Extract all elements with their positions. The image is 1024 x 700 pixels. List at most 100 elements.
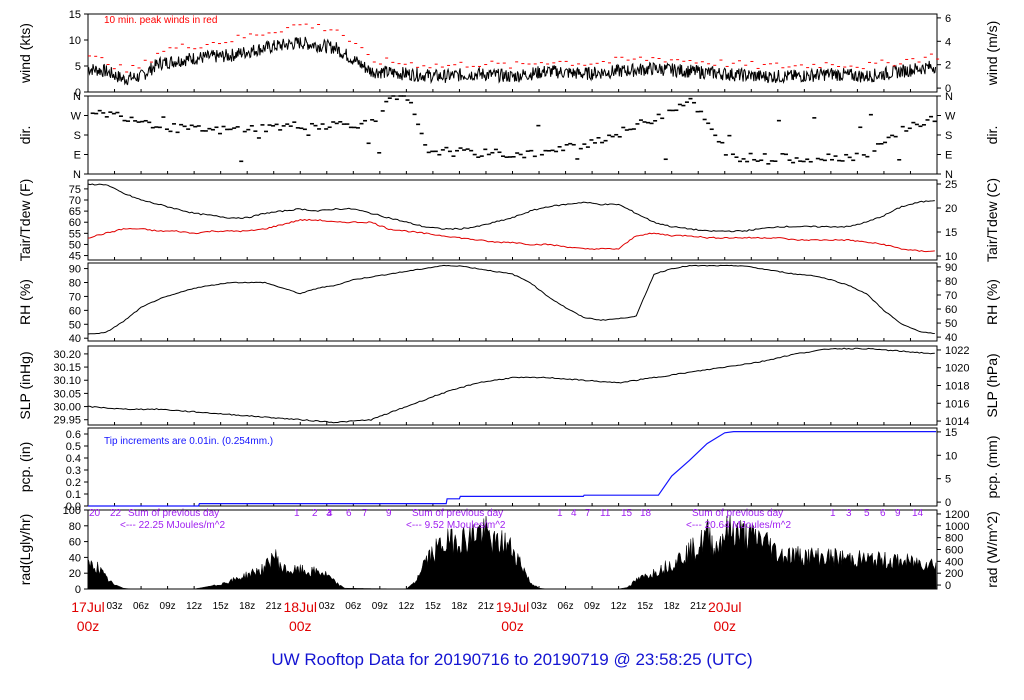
time-axis-hour-label: 03z (319, 601, 335, 612)
day-label-time: 00z (289, 618, 312, 634)
day-label: 20Jul (708, 599, 741, 615)
rh-series-0 (87, 264, 935, 335)
rad-left-tick-label: 40 (69, 552, 81, 564)
rad-left-tick-label: 20 (69, 568, 81, 580)
wind-left-tick-label: 5 (75, 61, 81, 73)
rh-left-axis-label: RH (%) (17, 279, 33, 325)
rh-right-tick-label: 50 (945, 318, 957, 330)
rad-right-axis-label: rad (W/m^2) (984, 511, 1000, 588)
temp-left-tick-label: 65 (69, 206, 81, 218)
wind-left-tick-label: 10 (69, 35, 81, 47)
temp-left-tick-label: 50 (69, 239, 81, 251)
time-axis-hour-label: 12z (611, 601, 627, 612)
wind-right-tick-label: 2 (945, 60, 951, 72)
time-axis-hour-label: 03z (106, 601, 122, 612)
rad-hour-mark: 11 (600, 508, 611, 519)
radiation-area (87, 515, 937, 590)
slp-left-axis-label: SLP (inHg) (17, 351, 33, 419)
temp-right-tick-label: 25 (945, 179, 957, 191)
dir-left-tick-label: N (73, 91, 81, 103)
rad-hour-mark: 6 (346, 508, 352, 519)
rad-right-tick-label: 600 (945, 545, 963, 557)
pcp-left-tick-label: 0.2 (66, 477, 81, 489)
rad-hour-mark: 3 (846, 508, 852, 519)
rad-left-tick-label: 80 (69, 521, 81, 533)
slp-left-tick-label: 30.15 (53, 362, 81, 374)
rad-right-tick-label: 200 (945, 568, 963, 580)
rad-right-tick-label: 800 (945, 533, 963, 545)
rad-hour-mark: 7 (362, 508, 368, 519)
rad-left-tick-label: 100 (63, 505, 81, 517)
day-label-time: 00z (713, 618, 736, 634)
rad-annotation: <--- 9.52 MJoules/m^2 (406, 520, 506, 531)
pcp-left-tick-label: 0.5 (66, 441, 81, 453)
wind-right-axis-label: wind (m/s) (984, 21, 1000, 87)
dir-left-tick-label: E (74, 150, 81, 162)
rad-hour-mark: 15 (621, 508, 633, 519)
footer-title: UW Rooftop Data for 20190716 to 20190719… (271, 650, 753, 669)
pcp-left-tick-label: 0.0 (66, 501, 81, 513)
dir-left-tick-label: W (71, 111, 82, 123)
time-axis-hour-label: 18z (239, 601, 255, 612)
temp-panel-frame (87, 179, 938, 261)
wind-series-0 (87, 36, 937, 86)
wind-right-tick-label: 4 (945, 36, 951, 48)
rad-hour-mark: 7 (585, 508, 591, 519)
pcp-right-tick-label: 5 (945, 474, 951, 486)
slp-left-tick-label: 30.00 (53, 402, 81, 414)
rh-right-axis-label: RH (%) (984, 279, 1000, 325)
dir-right-axis-label: dir. (984, 126, 1000, 145)
day-label-time: 00z (77, 618, 100, 634)
pcp-right-tick-label: 15 (945, 427, 957, 439)
time-axis-hour-label: 15z (425, 601, 441, 612)
time-axis-hour-label: 09z (372, 601, 388, 612)
rad-hour-mark: 2 (312, 508, 318, 519)
temp-left-tick-label: 45 (69, 251, 81, 263)
temp-series-Tair (87, 183, 935, 233)
dir-left-tick-label: N (73, 169, 81, 181)
rad-right-tick-label: 1000 (945, 521, 969, 533)
slp-right-tick-label: 1016 (945, 398, 969, 410)
temp-left-tick-label: 55 (69, 228, 81, 240)
time-axis-hour-label: 21z (478, 601, 494, 612)
temp-left-axis-label: Tair/Tdew (F) (17, 179, 33, 261)
wind-left-tick-label: 0 (75, 87, 81, 99)
slp-right-axis-label: SLP (hPa) (984, 353, 1000, 417)
wind-left-tick-label: 15 (69, 9, 81, 21)
wind-right-tick-label: 6 (945, 13, 951, 25)
pcp-left-tick-label: 0.1 (66, 489, 81, 501)
wind-right-tick-label: 0 (945, 83, 951, 95)
rad-hour-mark: 6 (880, 508, 886, 519)
pcp-left-tick-label: 0.6 (66, 429, 81, 441)
rh-right-tick-label: 40 (945, 332, 957, 344)
rad-right-tick-label: 1200 (945, 509, 969, 521)
time-axis-hour-label: 15z (213, 601, 229, 612)
rad-annotation: Sum of previous day (412, 508, 503, 519)
rh-right-tick-label: 90 (945, 262, 957, 274)
rad-hour-mark: 1 (557, 508, 563, 519)
rad-hour-mark: 4 (571, 508, 577, 519)
rad-annotation: Sum of previous day (128, 508, 219, 519)
rh-left-tick-label: 90 (69, 264, 81, 276)
dir-right-tick-label: N (945, 169, 953, 181)
rad-annotation: Sum of previous day (692, 508, 783, 519)
rad-hour-mark: 22 (110, 508, 122, 519)
pcp-right-tick-label: 0 (945, 497, 951, 509)
pcp-series-0 (88, 431, 937, 507)
temp-left-tick-label: 70 (69, 195, 81, 207)
pcp-left-tick-label: 0.4 (66, 453, 81, 465)
time-axis-hour-label: 15z (637, 601, 653, 612)
time-axis-hour-label: 09z (584, 601, 600, 612)
rad-annotation: <--- 22.25 MJoules/m^2 (120, 520, 225, 531)
rad-left-tick-label: 60 (69, 537, 81, 549)
slp-left-tick-label: 30.10 (53, 375, 81, 387)
pcp-left-tick-label: 0.3 (66, 465, 81, 477)
pcp-right-axis-label: pcp. (mm) (984, 436, 1000, 499)
day-label: 17Jul (71, 599, 104, 615)
pcp-annotation: Tip increments are 0.01in. (0.254mm.) (104, 436, 273, 447)
slp-left-tick-label: 30.20 (53, 349, 81, 361)
wind-left-axis-label: wind (kts) (17, 23, 33, 84)
time-axis-hour-label: 12z (398, 601, 414, 612)
rh-right-tick-label: 70 (945, 290, 957, 302)
rad-hour-mark: 14 (912, 508, 924, 519)
